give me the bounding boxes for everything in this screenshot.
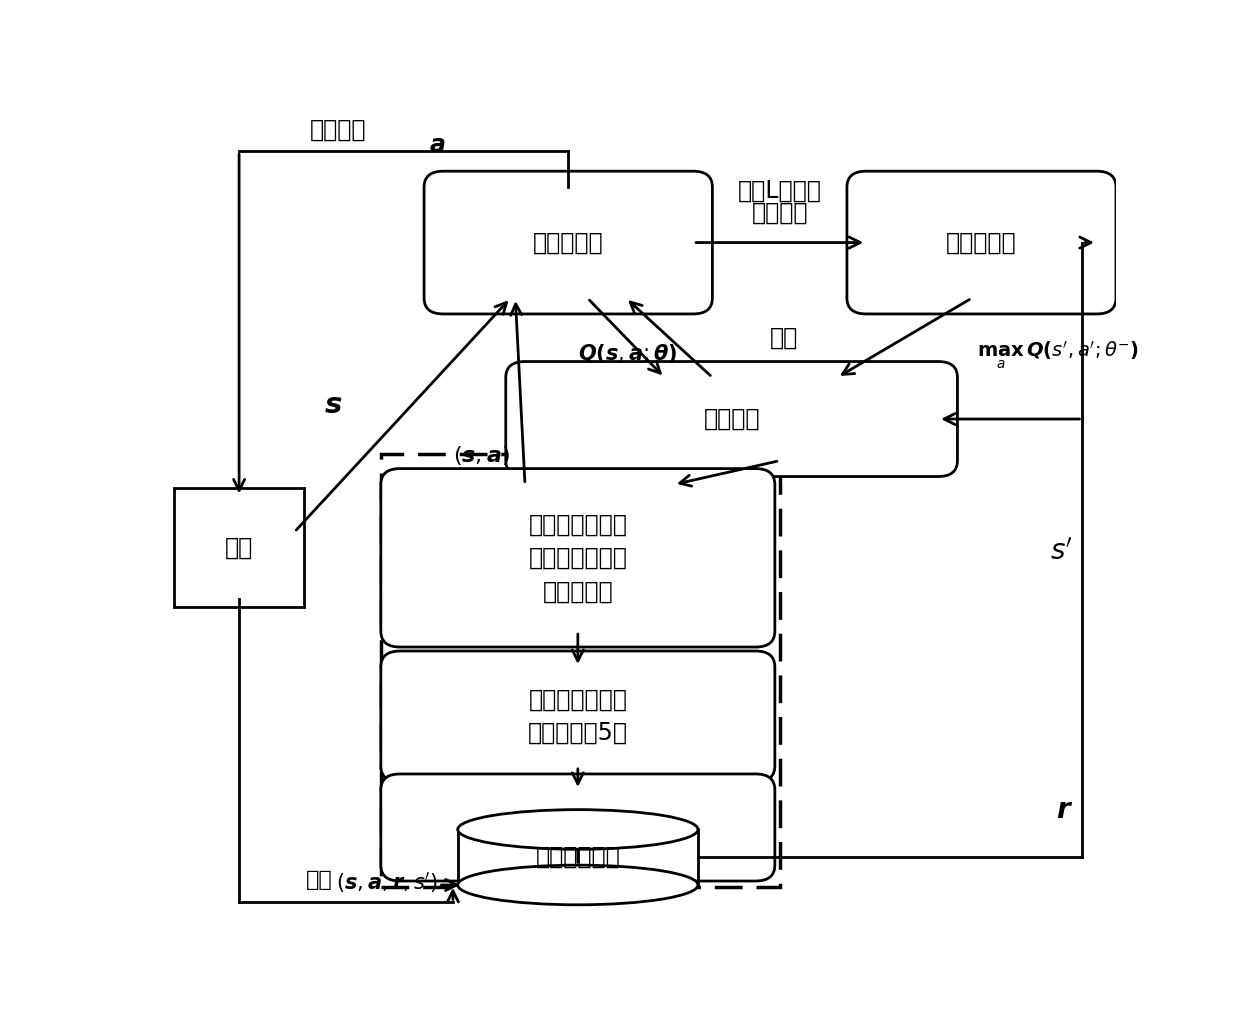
Text: $\boldsymbol{r}$: $\boldsymbol{r}$ — [1055, 795, 1073, 824]
Text: $\boldsymbol{a}$: $\boldsymbol{a}$ — [429, 133, 445, 157]
Text: 每隔L时间步: 每隔L时间步 — [738, 179, 822, 203]
Text: $\boldsymbol{s'}$: $\boldsymbol{s'}$ — [1050, 538, 1073, 565]
Text: 目标值网络: 目标值网络 — [946, 231, 1017, 254]
Text: 若样本失败保存
样本失败前5帧: 若样本失败保存 样本失败前5帧 — [528, 688, 627, 745]
Ellipse shape — [458, 810, 698, 850]
FancyBboxPatch shape — [381, 469, 775, 647]
Text: 经验回放单元: 经验回放单元 — [536, 846, 620, 869]
Text: 选择动作: 选择动作 — [309, 117, 366, 142]
Text: 梯度: 梯度 — [770, 325, 799, 350]
Text: $\boldsymbol{Q(s, a; \theta)}$: $\boldsymbol{Q(s, a; \theta)}$ — [578, 342, 677, 365]
FancyBboxPatch shape — [506, 362, 957, 477]
Text: $(\boldsymbol{s, a, r, s'})$: $(\boldsymbol{s, a, r, s'})$ — [336, 870, 438, 895]
Ellipse shape — [458, 810, 698, 850]
FancyBboxPatch shape — [847, 171, 1116, 314]
Text: $(\boldsymbol{s, a})$: $(\boldsymbol{s, a})$ — [453, 444, 511, 467]
Text: 存放: 存放 — [306, 870, 332, 890]
Text: 环境: 环境 — [224, 536, 253, 560]
FancyBboxPatch shape — [381, 774, 775, 881]
Text: $\boldsymbol{s}$: $\boldsymbol{s}$ — [324, 391, 342, 419]
Text: 当前值网络: 当前值网络 — [533, 231, 604, 254]
FancyBboxPatch shape — [424, 171, 712, 314]
Text: 拷贝参数: 拷贝参数 — [751, 201, 808, 225]
FancyBboxPatch shape — [381, 651, 775, 782]
Text: 提取样本特征: 提取样本特征 — [536, 816, 620, 839]
Text: $\underset{a}{\mathbf{max}}\,\boldsymbol{Q(s', a'; \theta^{-})}$: $\underset{a}{\mathbf{max}}\,\boldsymbol… — [977, 339, 1138, 371]
Text: 对比样本，若在
保存经验中则随
机另一动作: 对比样本，若在 保存经验中则随 机另一动作 — [528, 512, 627, 604]
Text: 误差函数: 误差函数 — [703, 407, 760, 431]
FancyBboxPatch shape — [174, 488, 304, 608]
Ellipse shape — [458, 865, 698, 904]
